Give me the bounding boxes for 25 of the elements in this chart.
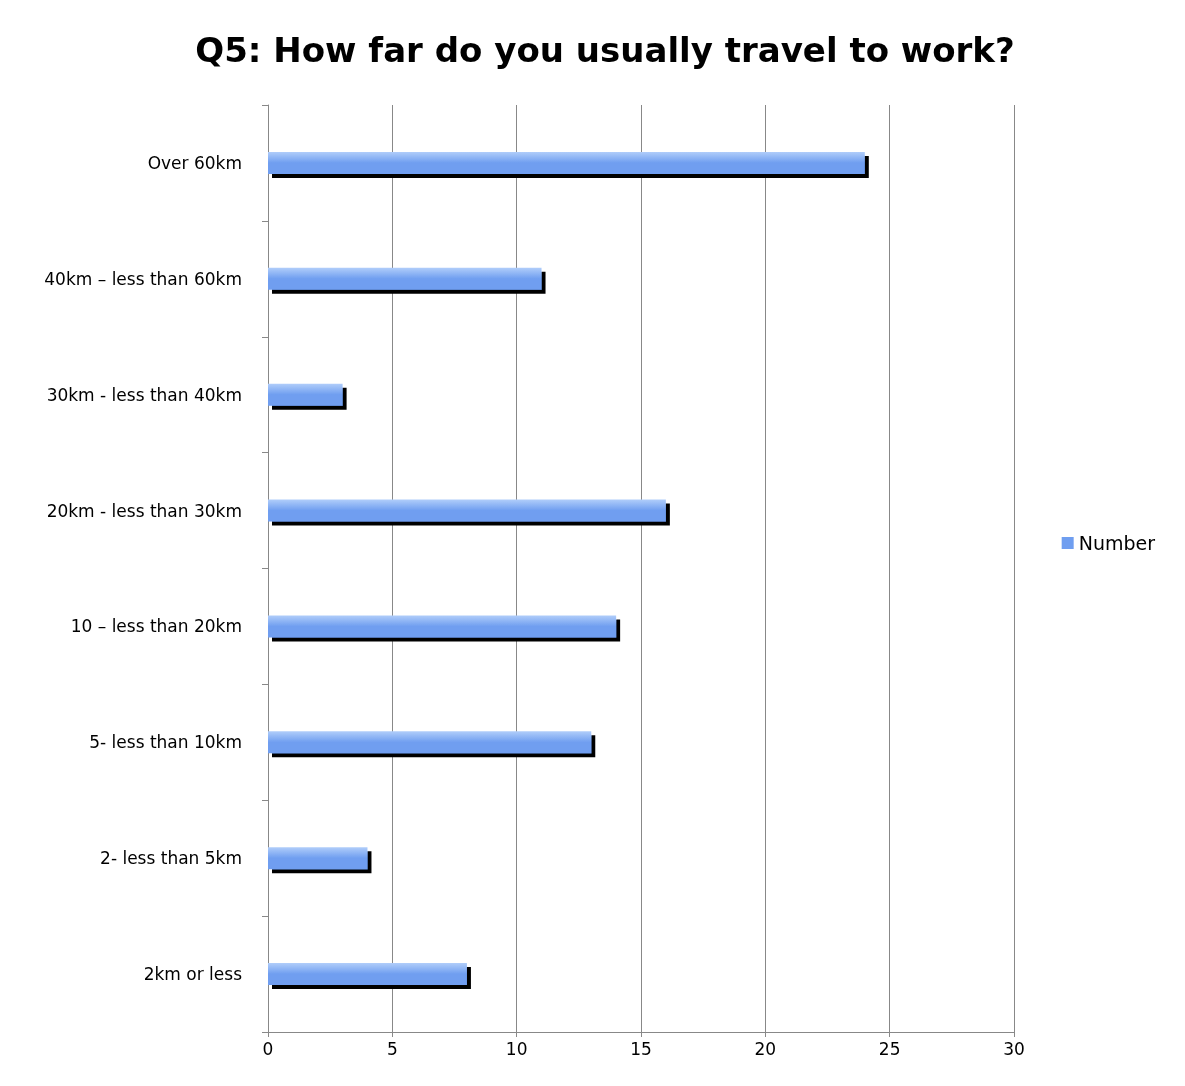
y-tick-label: 30km - less than 40km: [46, 384, 242, 405]
y-tick-label: 40km – less than 60km: [44, 268, 242, 289]
x-tick-label: 5: [386, 1038, 398, 1059]
y-tick-label: 10 – less than 20km: [70, 616, 242, 637]
chart-title: Q5: How far do you usually travel to work?: [195, 30, 1015, 70]
y-tick-label: 5- less than 10km: [89, 732, 242, 753]
y-tick-label: 2- less than 5km: [100, 848, 242, 869]
x-tick-label: 10: [505, 1038, 528, 1059]
bar: [268, 731, 592, 754]
bar: [268, 267, 542, 290]
bar: [268, 847, 368, 870]
y-tick-label: Over 60km: [147, 152, 242, 173]
y-tick-label: 2km or less: [143, 964, 243, 985]
x-tick-label: 0: [262, 1038, 274, 1059]
x-tick-label: 30: [1003, 1038, 1025, 1059]
bar: [268, 615, 617, 638]
x-tick-label: 20: [754, 1038, 777, 1059]
y-tick-label: 20km - less than 30km: [46, 500, 242, 521]
bar: [268, 151, 865, 174]
x-tick-label: 25: [878, 1038, 901, 1059]
bar: [268, 963, 467, 986]
legend-label: Number: [1078, 532, 1156, 554]
bar: [268, 383, 343, 406]
x-tick-label: 15: [630, 1038, 652, 1059]
bar: [268, 499, 666, 522]
